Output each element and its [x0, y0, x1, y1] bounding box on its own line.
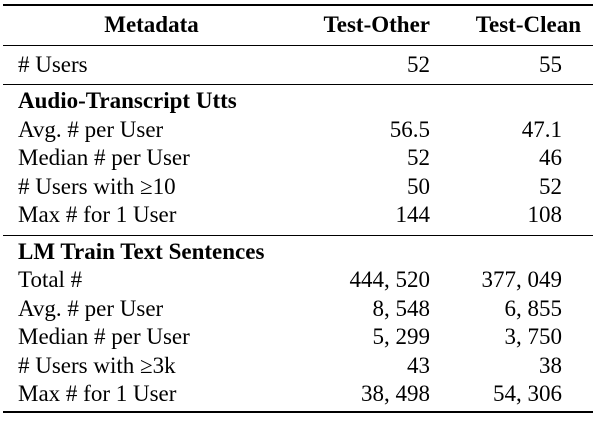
cell-test-clean: 46 [539, 145, 562, 170]
cell-test-clean: 3, 750 [504, 324, 563, 349]
users-row-label: # Users [3, 44, 300, 85]
cell-test-other: 56.5 [389, 116, 430, 142]
table-row: Median # per User 52 46 [3, 144, 593, 173]
cell-test-clean: 54, 306 [432, 380, 593, 413]
row-label: Median # per User [18, 324, 190, 349]
cell-test-other: 8, 548 [372, 295, 431, 321]
row-label: # Users with ≥10 [18, 173, 176, 199]
header-metadata: Metadata [3, 4, 300, 45]
table-row: Max # for 1 User 38, 498 54, 306 [3, 380, 593, 413]
table-row: # Users with ≥3k 43 38 [3, 352, 593, 381]
table-row: Avg. # per User 56.5 47.1 [3, 116, 593, 145]
row-label: Total # [18, 267, 83, 292]
cell-test-other: 5, 299 [372, 324, 431, 349]
header-test-clean: Test-Clean [432, 4, 593, 45]
cell-test-other: 444, 520 [349, 267, 431, 292]
table-header-row: Metadata Test-Other Test-Clean [3, 4, 593, 45]
cell-test-other: 144 [395, 202, 431, 227]
row-label: Max # for 1 User [3, 380, 300, 413]
row-label: # Users with ≥3k [18, 352, 176, 378]
lm-section-title: LM Train Text Sentences [3, 234, 593, 266]
cell-test-clean: 47.1 [521, 116, 562, 142]
cell-test-clean: 377, 049 [481, 267, 563, 292]
cell-test-other: 50 [407, 173, 430, 199]
table-row: Total # 444, 520 377, 049 [3, 266, 593, 295]
cell-test-clean: 6, 855 [504, 295, 563, 321]
table-row: Avg. # per User 8, 548 6, 855 [3, 295, 593, 324]
users-row: # Users 52 55 [3, 44, 593, 85]
table-row: Max # for 1 User 144 108 [3, 201, 593, 235]
row-label: Avg. # per User [18, 116, 164, 142]
lm-section-title-row: LM Train Text Sentences [3, 234, 593, 266]
audio-section-title-row: Audio-Transcript Utts [3, 84, 593, 116]
cell-test-clean: 52 [539, 173, 562, 199]
cell-test-clean: 38 [539, 352, 562, 378]
cell-test-other: 43 [407, 352, 430, 378]
cell-test-other: 38, 498 [300, 380, 432, 413]
audio-section-title: Audio-Transcript Utts [3, 84, 593, 116]
row-label: Median # per User [18, 145, 190, 170]
users-row-test-other: 52 [300, 44, 432, 85]
row-label: Max # for 1 User [18, 202, 177, 227]
header-test-other: Test-Other [300, 4, 432, 45]
metadata-table: Metadata Test-Other Test-Clean # Users 5… [3, 4, 593, 413]
users-row-test-clean: 55 [432, 44, 593, 85]
row-label: Avg. # per User [18, 295, 164, 321]
cell-test-clean: 108 [527, 202, 563, 227]
table-row: Median # per User 5, 299 3, 750 [3, 323, 593, 352]
cell-test-other: 52 [407, 145, 430, 170]
table-row: # Users with ≥10 50 52 [3, 173, 593, 202]
